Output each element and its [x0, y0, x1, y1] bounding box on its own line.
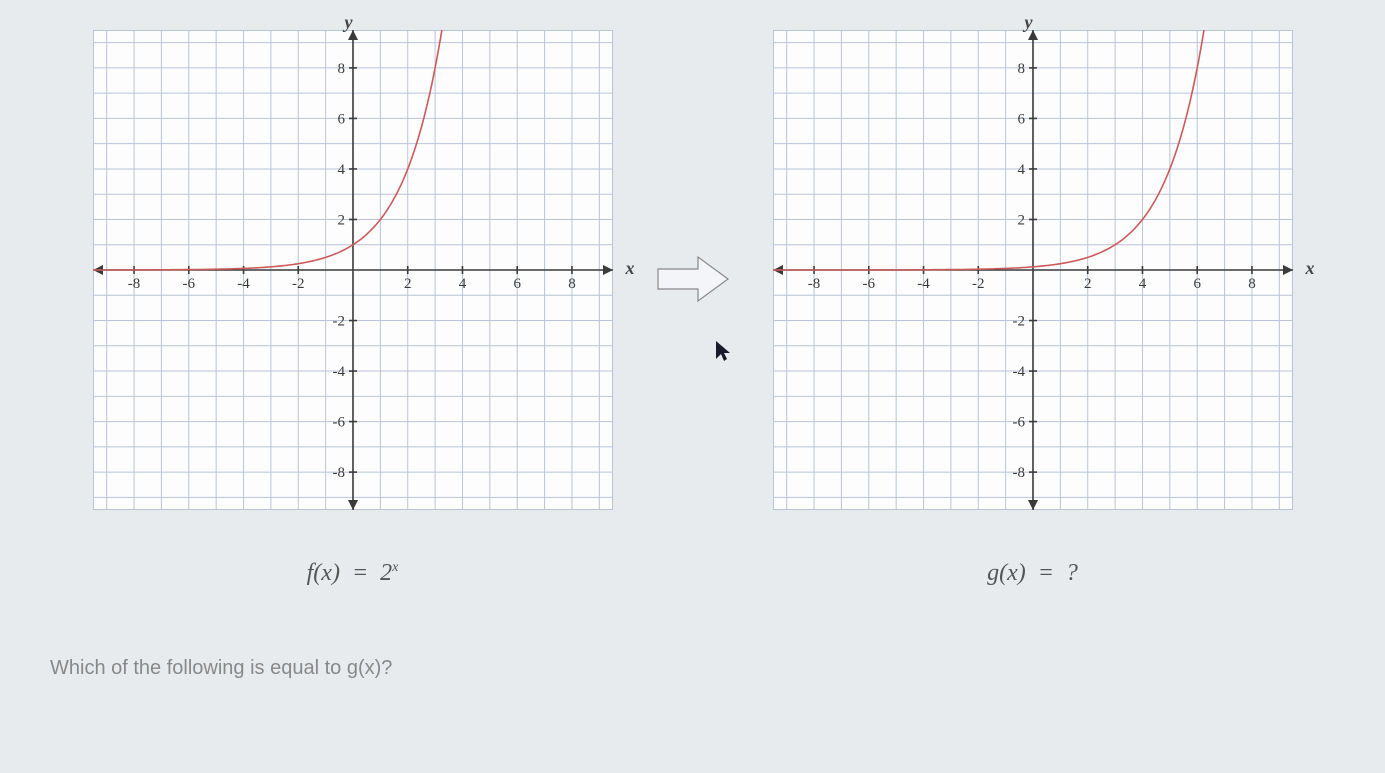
svg-text:8: 8	[337, 61, 345, 77]
equation-f: f(x) = 2x	[307, 560, 399, 587]
svg-text:-6: -6	[332, 415, 345, 431]
graph-f-wrapper: y x -8-6-4-22468-8-6-4-22468	[93, 30, 613, 510]
svg-text:-8: -8	[1012, 465, 1025, 481]
axis-label-x: x	[626, 258, 635, 279]
svg-text:-8: -8	[807, 276, 820, 292]
svg-text:8: 8	[1017, 61, 1025, 77]
graph-g-wrapper: y x -8-6-4-22468-8-6-4-22468	[773, 30, 1293, 510]
transform-arrow-block	[653, 249, 733, 369]
svg-text:-4: -4	[1012, 364, 1025, 380]
question-text: Which of the following is equal to g(x)?	[50, 657, 1365, 680]
svg-text:2: 2	[403, 276, 411, 292]
svg-text:-8: -8	[127, 276, 140, 292]
svg-text:-2: -2	[1012, 314, 1025, 330]
axis-label-x: x	[1306, 258, 1315, 279]
svg-text:-4: -4	[237, 276, 250, 292]
svg-text:4: 4	[1017, 162, 1025, 178]
svg-text:-2: -2	[332, 314, 345, 330]
svg-text:-6: -6	[862, 276, 875, 292]
dual-graph-container: y x -8-6-4-22468-8-6-4-22468 f(x) = 2x y…	[20, 20, 1365, 597]
axis-label-y: y	[345, 12, 353, 33]
svg-text:-6: -6	[182, 276, 195, 292]
svg-text:6: 6	[513, 276, 521, 292]
svg-text:-8: -8	[332, 465, 345, 481]
svg-text:4: 4	[1138, 276, 1146, 292]
axis-label-y: y	[1025, 12, 1033, 33]
graph-block-g: y x -8-6-4-22468-8-6-4-22468 g(x) = ?	[773, 30, 1293, 587]
svg-text:-4: -4	[917, 276, 930, 292]
equation-g: g(x) = ?	[987, 560, 1078, 587]
svg-text:6: 6	[337, 111, 345, 127]
svg-text:-2: -2	[972, 276, 985, 292]
svg-text:8: 8	[568, 276, 576, 292]
transform-arrow-icon	[653, 249, 733, 309]
svg-text:6: 6	[1017, 111, 1025, 127]
svg-text:-4: -4	[332, 364, 345, 380]
svg-text:-6: -6	[1012, 415, 1025, 431]
svg-text:4: 4	[458, 276, 466, 292]
svg-text:2: 2	[337, 212, 345, 228]
cursor-icon	[714, 339, 732, 369]
svg-text:6: 6	[1193, 276, 1201, 292]
svg-text:4: 4	[337, 162, 345, 178]
svg-text:-2: -2	[292, 276, 305, 292]
graph-block-f: y x -8-6-4-22468-8-6-4-22468 f(x) = 2x	[93, 30, 613, 587]
svg-text:8: 8	[1248, 276, 1256, 292]
graph-g: -8 -6 -4 -2 2 4 6 8 -8 -6 -4 -2 2 4 6 8	[773, 30, 1293, 510]
graph-f: -8 -6 -4 -2 2 4 6 8 -8 -6 -4 -2 2 4 6 8	[93, 30, 613, 510]
svg-text:2: 2	[1017, 212, 1025, 228]
svg-text:2: 2	[1083, 276, 1091, 292]
